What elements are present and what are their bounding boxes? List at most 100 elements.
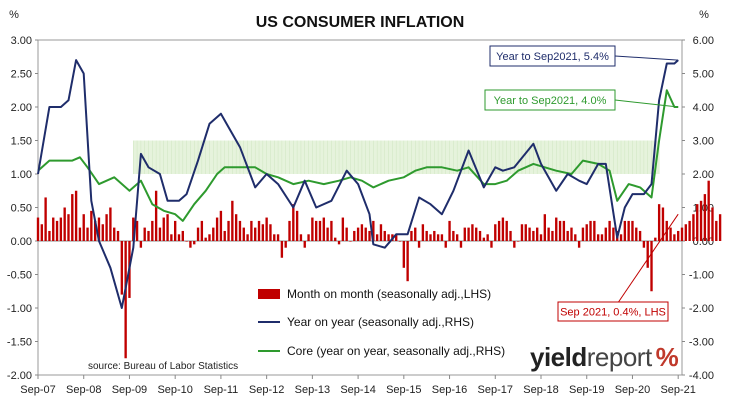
mom-bar: [158, 227, 162, 241]
mom-bar: [375, 234, 379, 241]
mom-bar: [265, 217, 268, 241]
mom-bar: [330, 220, 333, 241]
mom-bar: [246, 234, 249, 241]
mom-bar: [627, 220, 630, 241]
mom-bar: [715, 220, 718, 241]
mom-bar: [654, 237, 657, 241]
mom-bar: [444, 241, 447, 248]
right-tick-label: 2.00: [693, 169, 714, 181]
legend-label: Core (year on year, seasonally adj.,RHS): [287, 344, 505, 358]
mom-bar: [703, 194, 707, 241]
source-note: source: Bureau of Labor Statistics: [88, 361, 238, 372]
mom-bar: [402, 241, 406, 268]
mom-bar: [410, 230, 413, 241]
mom-bar: [242, 227, 245, 241]
mom-bar: [219, 210, 223, 241]
mom-bar: [406, 241, 409, 282]
mom-bar: [398, 241, 402, 242]
mom-bar: [353, 230, 356, 241]
annotation-box: [484, 89, 616, 111]
left-tick-label: -0.50: [7, 270, 32, 282]
right-tick-label: 0.00: [693, 236, 714, 248]
left-tick-label: 1.50: [11, 136, 32, 148]
logo-part-yield: yield: [530, 342, 587, 372]
mom-bar: [78, 227, 82, 241]
chart-title: US CONSUMER INFLATION: [256, 14, 465, 31]
annotation-box: [557, 301, 669, 322]
mom-bar: [475, 227, 478, 241]
x-tick-label: Sep-14: [340, 384, 375, 396]
mom-bar: [174, 220, 177, 241]
mom-bar: [463, 227, 466, 241]
mom-bar: [516, 241, 520, 242]
mom-bar: [558, 220, 562, 241]
right-tick-label: -1.00: [689, 270, 714, 282]
mom-bar: [562, 220, 566, 241]
mom-bar: [124, 241, 127, 359]
mom-bar: [223, 230, 226, 241]
mom-bar: [177, 234, 181, 241]
mom-bar: [585, 224, 588, 241]
mom-bar: [581, 227, 585, 241]
mom-bar: [425, 230, 428, 241]
mom-bar: [314, 220, 318, 241]
mom-bar: [574, 234, 577, 241]
mom-bar: [524, 224, 527, 241]
mom-bar: [677, 230, 680, 241]
mom-bar: [36, 217, 40, 241]
x-tick-label: Sep-17: [478, 384, 513, 396]
mom-bar: [711, 207, 714, 241]
mom-bar: [383, 230, 386, 241]
mom-bar: [596, 234, 600, 241]
mom-bar: [307, 234, 310, 241]
mom-bar: [238, 220, 242, 241]
mom-bar: [684, 224, 687, 241]
mom-bar: [234, 214, 238, 241]
mom-bar: [86, 227, 89, 241]
mom-bar: [109, 207, 112, 241]
x-tick-label: Sep-16: [432, 384, 467, 396]
mom-bar: [593, 220, 596, 241]
mom-bar: [162, 217, 165, 241]
x-tick-label: Sep-13: [295, 384, 330, 396]
headline-yoy-line: [37, 59, 679, 309]
mom-bar: [231, 200, 234, 241]
mom-bar: [368, 230, 371, 241]
mom-bar: [673, 234, 676, 241]
mom-bar: [288, 220, 291, 241]
mom-bar: [151, 220, 154, 241]
left-tick-label: 2.00: [11, 102, 32, 114]
mom-bar: [208, 234, 211, 241]
mom-bar: [170, 234, 173, 241]
mom-bar: [67, 214, 70, 241]
mom-bar: [638, 230, 642, 241]
mom-bar: [269, 224, 272, 241]
annotation-label: Sep 2021, 0.4%, LHS: [560, 307, 666, 319]
mom-bar: [318, 220, 322, 241]
mom-bar: [193, 241, 196, 245]
mom-bar: [135, 220, 139, 241]
x-tick-label: Sep-19: [569, 384, 604, 396]
mom-bar: [257, 220, 261, 241]
left-tick-label: 2.50: [11, 69, 32, 81]
mom-bar: [295, 210, 299, 241]
mom-bar: [433, 230, 436, 241]
left-tick-label: 1.00: [11, 169, 32, 181]
mom-bar: [696, 204, 699, 241]
x-tick-label: Sep-11: [204, 384, 239, 396]
annotation-leader: [614, 99, 679, 108]
legend-label: Year on year (seasonally adj.,RHS): [287, 315, 474, 329]
mom-bar: [478, 230, 482, 241]
mom-bar: [90, 210, 93, 241]
annotation-leader: [614, 55, 679, 61]
mom-bar: [74, 190, 78, 241]
mom-bar: [284, 241, 287, 248]
mom-bar: [166, 214, 169, 241]
mom-bar: [395, 234, 398, 241]
mom-bar: [436, 234, 440, 241]
mom-bar: [619, 234, 623, 241]
mom-bar: [181, 230, 184, 241]
mom-bar: [147, 230, 150, 241]
mom-bar: [215, 217, 219, 241]
